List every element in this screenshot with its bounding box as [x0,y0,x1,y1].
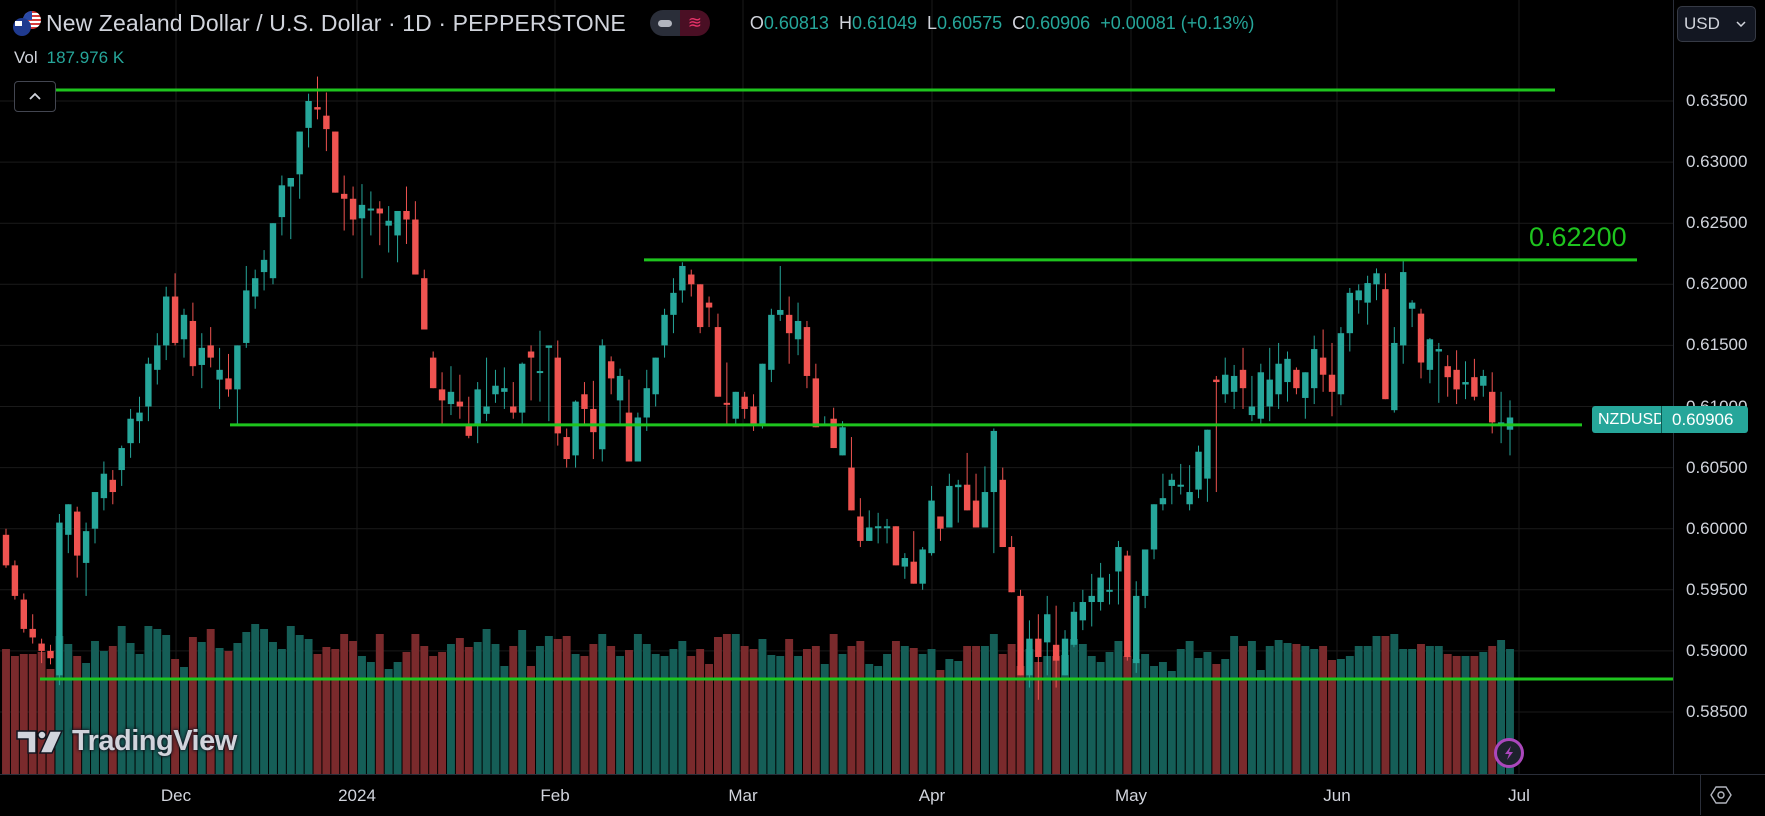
time-tick: Apr [918,786,946,805]
currency-flags-icon [12,9,42,37]
price-tick: 0.60000 [1686,518,1748,538]
wave-icon: ≋ [687,13,702,32]
last-price-value: 0.60906 [1661,406,1748,433]
candlestick-chart[interactable] [0,0,1673,774]
time-tick: Feb [540,786,570,805]
time-tick: Mar [728,786,758,805]
low-label: L [927,12,938,33]
volume-value: 187.976 K [46,48,125,67]
tradingview-logo-icon [16,729,64,754]
price-axis[interactable]: 0.635000.630000.625000.620000.615000.610… [1673,0,1765,774]
change-value: +0.00081 (+0.13%) [1100,12,1255,33]
time-tick: Jun [1323,786,1351,805]
price-tick: 0.59000 [1686,640,1748,660]
indicator-toggle-pill[interactable]: ≋ [649,10,710,36]
market-closed-button[interactable]: ≋ [679,10,710,36]
price-tick: 0.59500 [1686,579,1748,599]
alert-lightning-button[interactable] [1494,738,1524,768]
chevron-down-icon [1736,21,1746,27]
hide-indicator-button[interactable] [649,10,680,36]
currency-selector[interactable]: USD [1677,6,1756,42]
time-tick: Jul [1508,786,1530,805]
close-value: 0.60906 [1025,12,1091,33]
time-tick: Dec [160,786,192,805]
last-price-tag: NZDUSD 0.60906 [1592,406,1748,433]
time-axis[interactable]: Dec 2024 Feb Mar Apr May Jun Jul [0,774,1765,816]
currency-value: USD [1684,14,1720,33]
collapse-legend-button[interactable] [14,81,56,112]
price-tick: 0.63500 [1686,91,1748,110]
tradingview-watermark[interactable]: TradingView [16,725,237,758]
symbol-tag-name: NZDUSD [1592,406,1665,433]
symbol-title[interactable]: New Zealand Dollar / U.S. Dollar · 1D · … [46,9,626,36]
price-candles [2,76,1514,700]
lightning-bolt-icon [1505,746,1513,760]
hexagon-settings-icon [1710,786,1732,804]
ohlc-values: O 0.60813 H 0.61049 L 0.60575 C 0.60906 +0.0… [750,13,1264,34]
chevron-up-icon [29,92,41,100]
chart-settings-button[interactable] [1700,775,1741,815]
close-label: C [1012,12,1026,33]
time-tick: 2024 [338,786,376,805]
low-value: 0.60575 [937,12,1003,33]
chart-pane[interactable]: New Zealand Dollar / U.S. Dollar · 1D · … [0,0,1673,774]
price-tick: 0.58500 [1686,702,1748,721]
price-tick: 0.60500 [1686,457,1748,477]
volume-legend: Vol 187.976 K [14,48,124,68]
horizontal-level-lines [40,88,1673,681]
time-tick: May [1114,786,1148,805]
level-price-label: 0.62200 [1529,222,1627,252]
high-label: H [838,12,852,33]
volume-label[interactable]: Vol [14,48,38,67]
eye-dash-icon [657,19,672,27]
chart-legend: New Zealand Dollar / U.S. Dollar · 1D · … [12,8,1264,38]
price-tick: 0.61500 [1686,335,1748,355]
nz-flag-icon [13,18,31,36]
volume-bars [2,624,1514,774]
open-value: 0.60813 [763,12,829,33]
price-tick: 0.62500 [1686,213,1748,233]
price-tick: 0.63000 [1686,152,1748,172]
tradingview-wordmark: TradingView [72,725,237,757]
open-label: O [749,12,764,33]
price-tick: 0.62000 [1686,274,1748,294]
high-value: 0.61049 [851,12,918,33]
